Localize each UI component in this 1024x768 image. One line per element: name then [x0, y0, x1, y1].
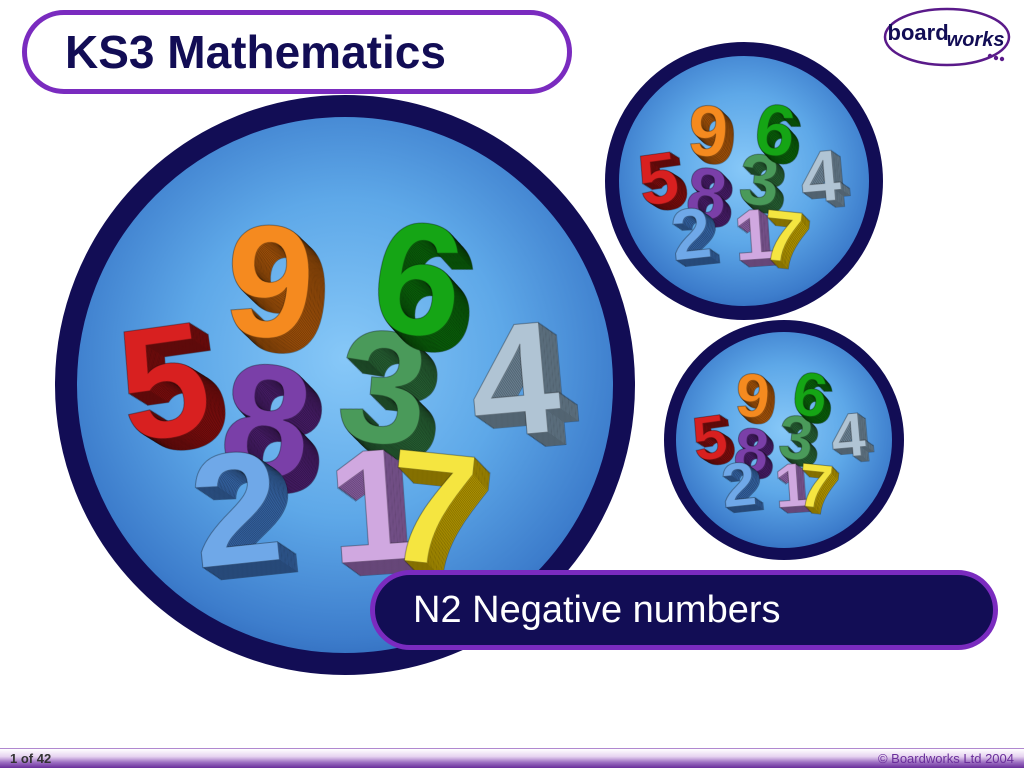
- decorative-circle-medium-1: 5555555599999999888888882222222233333333…: [605, 42, 883, 320]
- logo-word-1: board: [888, 20, 949, 45]
- page-title-pill: KS3 Mathematics: [22, 10, 572, 94]
- boardworks-logo: boardworks: [882, 6, 1012, 68]
- logo-word-2: works: [947, 29, 1005, 51]
- logo-text: boardworks: [882, 20, 1012, 46]
- page-subtitle-pill: N2 Negative numbers: [370, 570, 998, 650]
- decorative-circle-medium-2: 5555555999999988888882222222333333366666…: [664, 320, 904, 560]
- footer-bar: [0, 748, 1024, 768]
- page-indicator: 1 of 42: [10, 751, 51, 766]
- copyright-text: © Boardworks Ltd 2004: [878, 751, 1014, 766]
- page-title: KS3 Mathematics: [65, 25, 446, 79]
- page-subtitle: N2 Negative numbers: [413, 589, 781, 632]
- number-cluster-medium-2: 5555555999999988888882222222333333366666…: [676, 332, 892, 548]
- number-cluster-medium-1: 5555555599999999888888882222222233333333…: [619, 56, 869, 306]
